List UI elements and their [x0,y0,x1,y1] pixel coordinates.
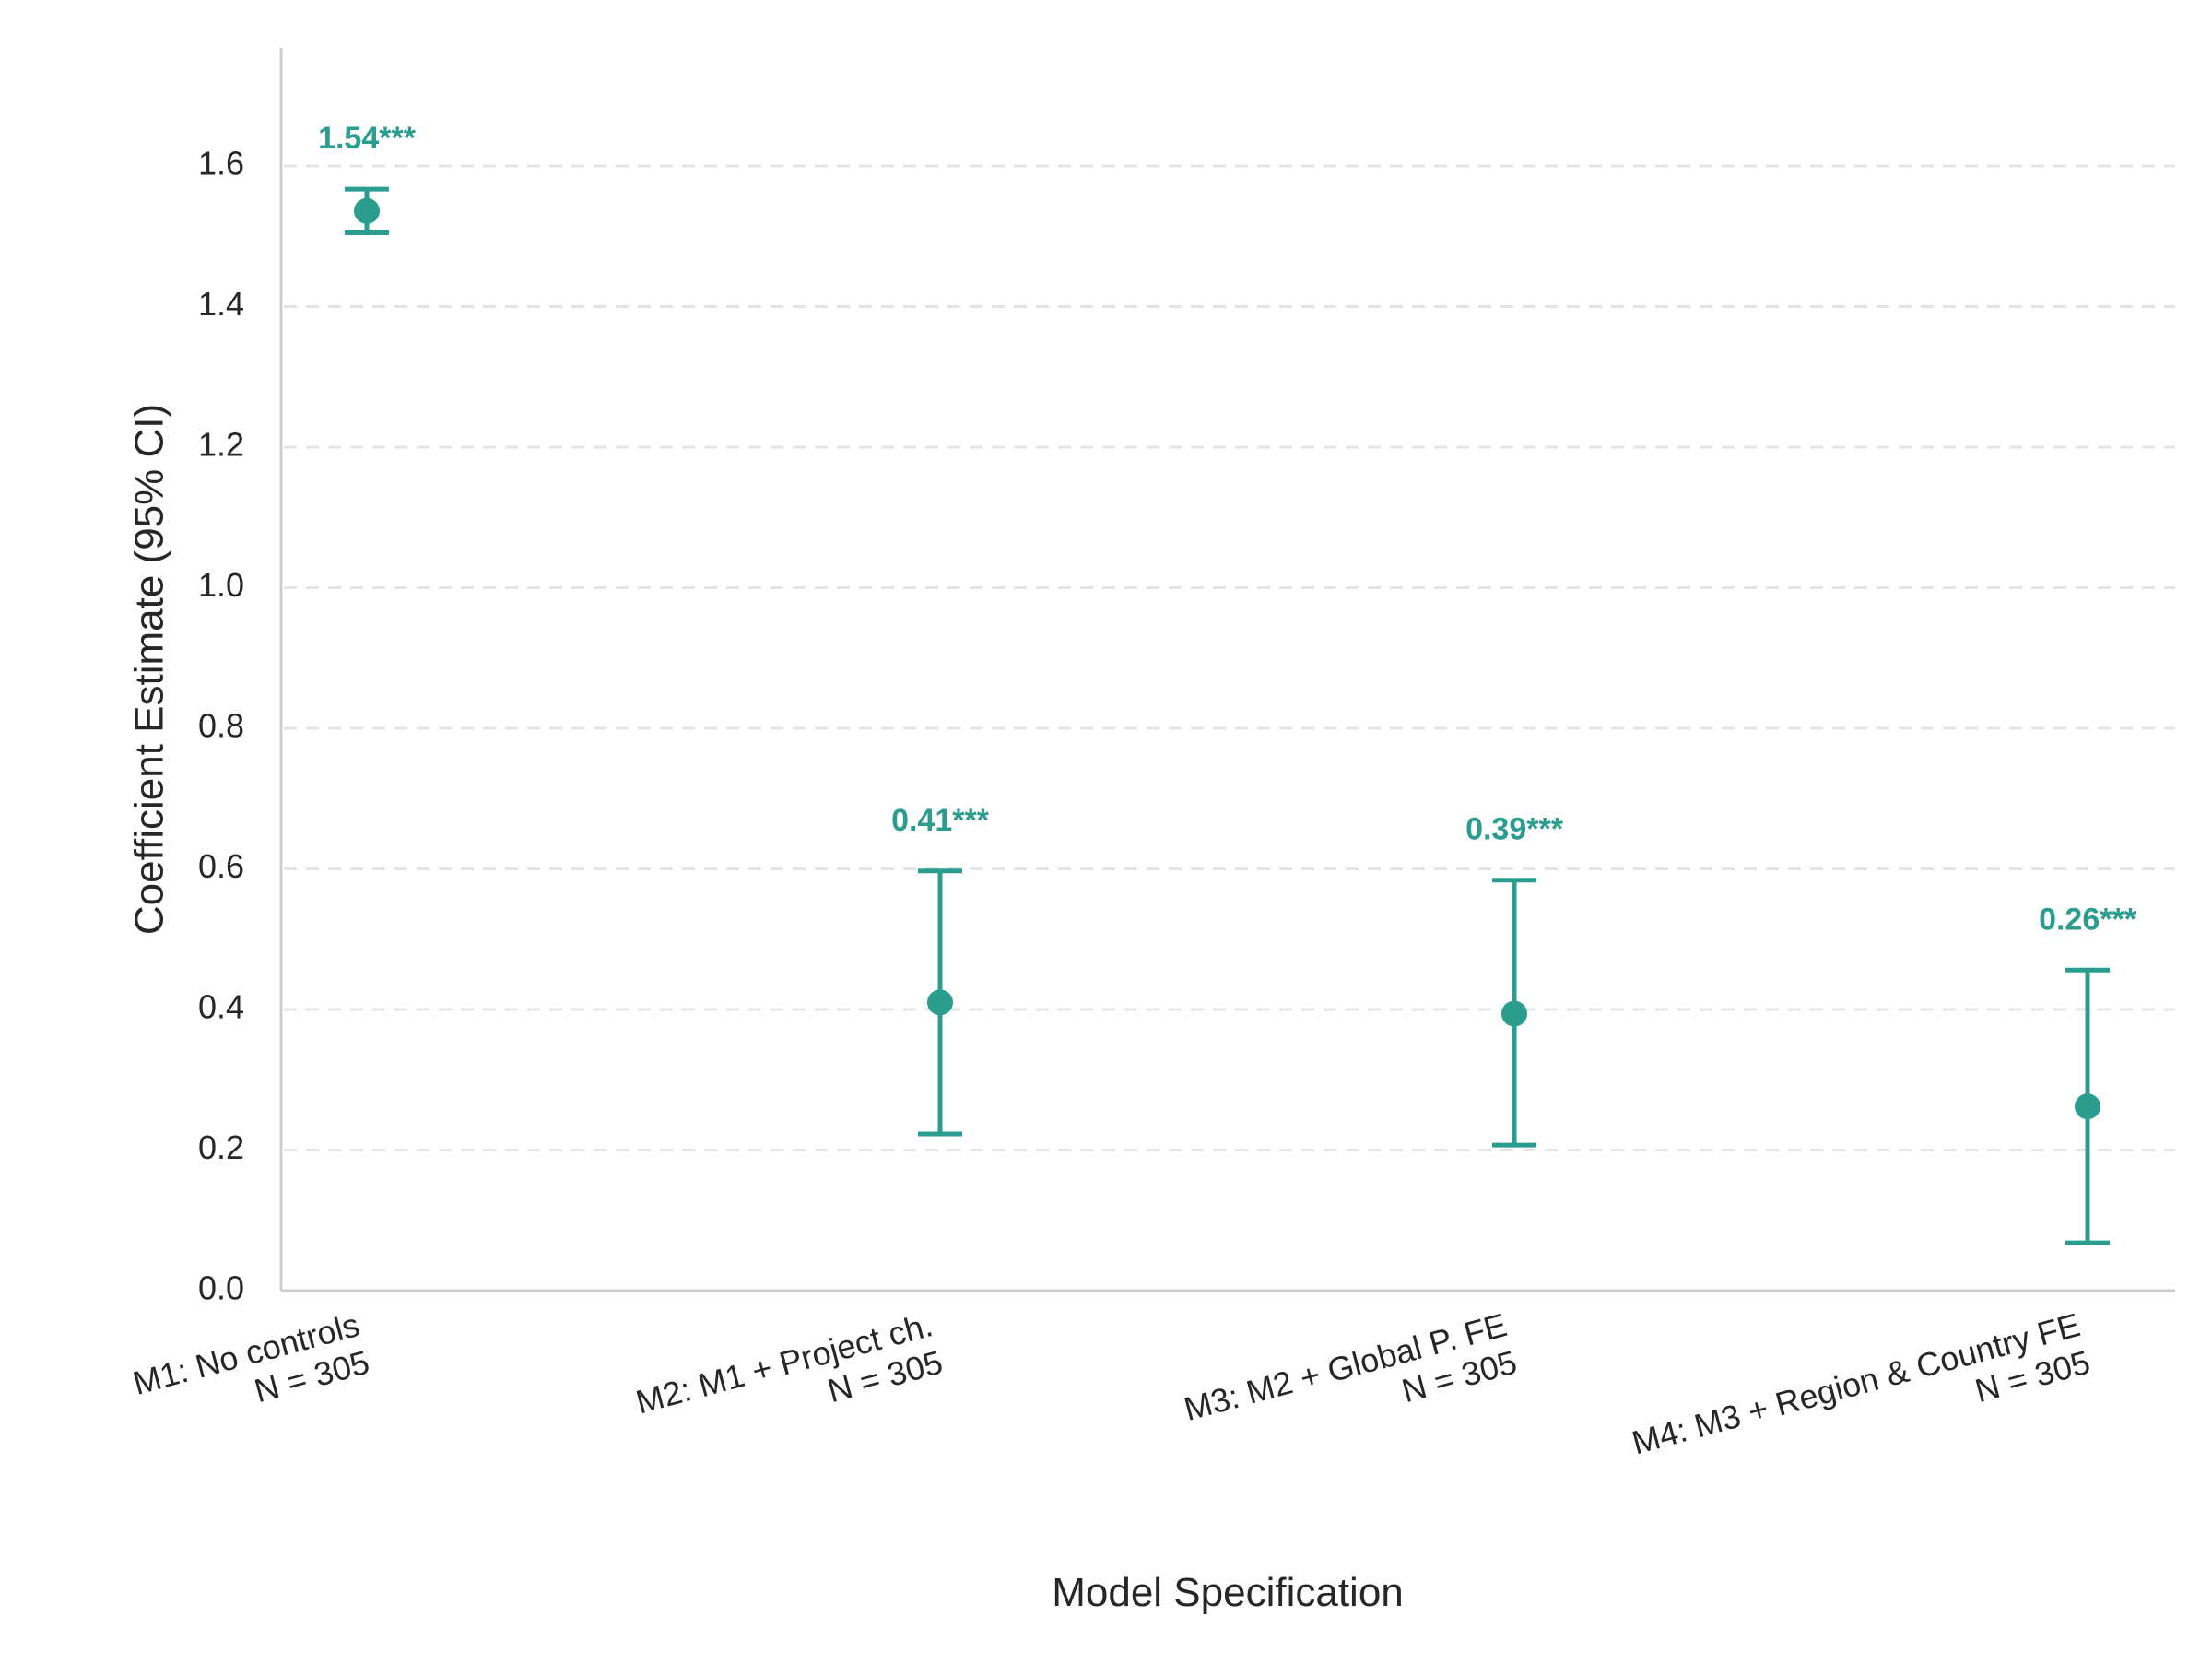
estimate-point [2075,1093,2100,1120]
x-tick-label: M2: M1 + Project ch.N = 305 [632,1305,947,1421]
axes [279,48,2175,1292]
y-tick-label: 1.4 [198,285,244,323]
estimate-point [927,989,953,1016]
y-tick-label: 0.0 [198,1269,244,1307]
data-marks: 1.54*** 0.41*** 0.39*** 0.26*** [318,121,2137,1245]
y-tick-label: 1.0 [198,566,244,604]
estimate-point [354,197,380,224]
y-tick-label: 0.4 [198,988,244,1026]
x-axis-label: Model Specification [1052,1570,1404,1615]
y-tick-label: 0.6 [198,847,244,885]
y-tick-labels: 0.0 0.2 0.4 0.6 0.8 1.0 1.2 1.4 1.6 [198,145,244,1307]
y-tick-label: 1.6 [198,145,244,183]
gridlines [284,164,2175,1151]
x-tick-label: M3: M2 + Global P. FEN = 305 [1180,1305,1521,1428]
y-axis-label: Coefficient Estimate (95% CI) [127,404,172,935]
x-tick-label: M4: M3 + Region & Country FEN = 305 [1628,1305,2094,1461]
data-label: 0.41*** [891,803,990,838]
data-label: 0.39*** [1465,812,1564,847]
y-tick-label: 1.2 [198,426,244,464]
estimate-point [1501,1000,1527,1027]
y-tick-label: 0.8 [198,707,244,745]
y-tick-label: 0.2 [198,1128,244,1166]
data-label: 0.26*** [2039,902,2137,937]
data-label: 1.54*** [318,121,417,156]
